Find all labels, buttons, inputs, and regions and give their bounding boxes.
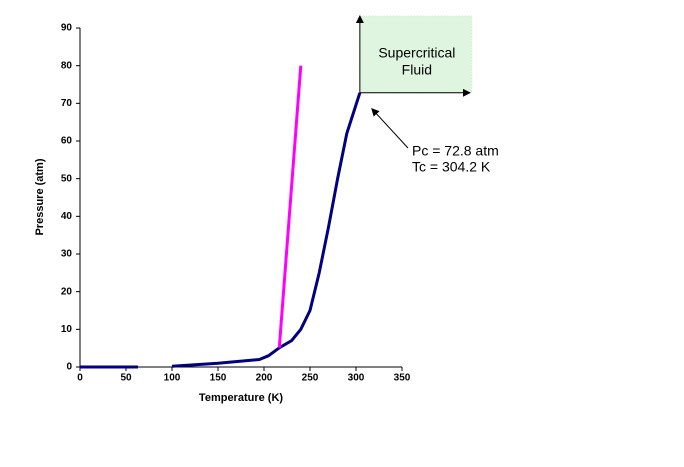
region-box [359, 15, 473, 94]
x-tick-label: 150 [210, 373, 227, 384]
x-tick-label: 200 [256, 373, 273, 384]
region-label: Fluid [402, 62, 432, 78]
y-tick-label: 50 [61, 173, 73, 184]
y-tick-label: 30 [61, 249, 73, 260]
y-tick-label: 60 [61, 136, 73, 147]
x-tick-label: 100 [164, 373, 181, 384]
x-tick-label: 50 [120, 373, 132, 384]
y-tick-label: 90 [61, 23, 73, 34]
y-tick-label: 20 [61, 286, 73, 297]
y-tick-label: 0 [66, 362, 72, 373]
data-line [277, 65, 303, 348]
x-tick-label: 0 [77, 373, 83, 384]
point-label: Tc = 304.2 K [412, 159, 491, 175]
data-line [80, 92, 362, 369]
y-tick-label: 80 [61, 60, 73, 71]
x-tick-label: 250 [302, 373, 319, 384]
y-tick-label: 40 [61, 211, 73, 222]
y-tick-label: 10 [61, 324, 73, 335]
x-tick-label: 300 [348, 373, 365, 384]
arrow [371, 108, 409, 149]
y-tick-label: 70 [61, 98, 73, 109]
region-label: Supercritical [378, 45, 455, 61]
point-label: Pc = 72.8 atm [412, 143, 499, 159]
y-axis-label: Pressure (atm) [34, 158, 46, 235]
x-axis-label: Temperature (K) [199, 392, 283, 404]
x-tick-label: 350 [394, 373, 411, 384]
